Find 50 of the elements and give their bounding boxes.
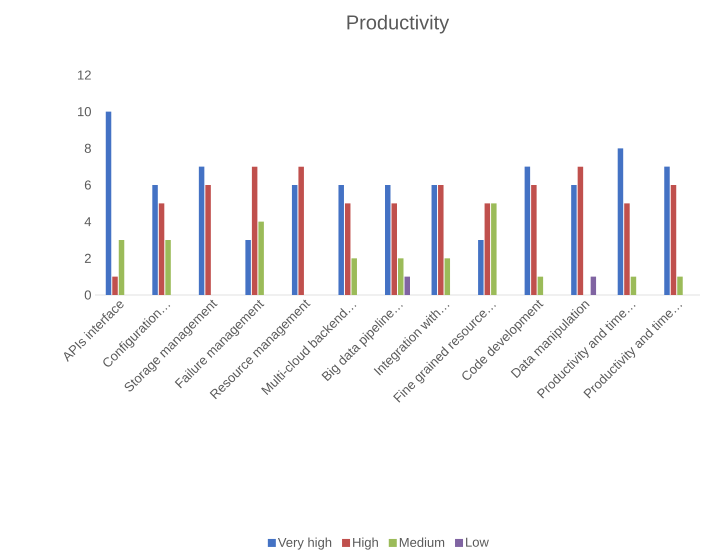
y-tick-label: 10 <box>78 107 91 116</box>
bar <box>158 203 164 295</box>
bar <box>258 222 264 295</box>
legend-label: Low <box>466 538 489 547</box>
bar <box>118 240 124 295</box>
y-tick-label: 2 <box>84 254 91 263</box>
bar <box>578 166 584 295</box>
bar <box>398 258 404 295</box>
bar <box>538 276 544 295</box>
bar <box>392 203 398 295</box>
legend-label: High <box>353 537 378 550</box>
legend-label: Very high <box>278 537 332 550</box>
legend-label: Medium <box>400 537 444 548</box>
y-tick-label: 0 <box>84 290 91 300</box>
bar <box>165 240 171 295</box>
y-tick-label: 6 <box>84 180 91 190</box>
bar <box>245 240 251 295</box>
bar <box>484 203 490 295</box>
bar <box>624 203 630 295</box>
bar <box>478 240 484 295</box>
bar <box>438 185 444 295</box>
bar <box>252 166 258 295</box>
bar <box>344 203 350 295</box>
bar <box>385 185 390 295</box>
bar <box>112 276 118 295</box>
bar <box>444 258 450 295</box>
y-tick-label: 12 <box>78 70 91 80</box>
bar <box>351 258 357 295</box>
bar <box>677 276 683 295</box>
bar <box>106 112 112 295</box>
bar <box>298 166 304 295</box>
bar <box>292 185 298 295</box>
bar <box>152 185 158 295</box>
bar <box>664 166 670 295</box>
bar <box>571 185 577 295</box>
bar <box>590 276 596 295</box>
bar <box>198 166 204 295</box>
bar <box>670 185 676 295</box>
chart-title: Productivity <box>347 14 450 34</box>
bar <box>491 203 497 295</box>
bar <box>404 276 410 295</box>
y-tick-label: 4 <box>84 217 92 226</box>
bar <box>338 185 344 295</box>
bar <box>630 276 636 295</box>
bar <box>205 185 211 295</box>
y-tick-label: 8 <box>84 144 91 153</box>
bar <box>432 185 438 295</box>
bar <box>618 148 624 295</box>
bar <box>531 185 537 295</box>
bar <box>524 166 530 295</box>
